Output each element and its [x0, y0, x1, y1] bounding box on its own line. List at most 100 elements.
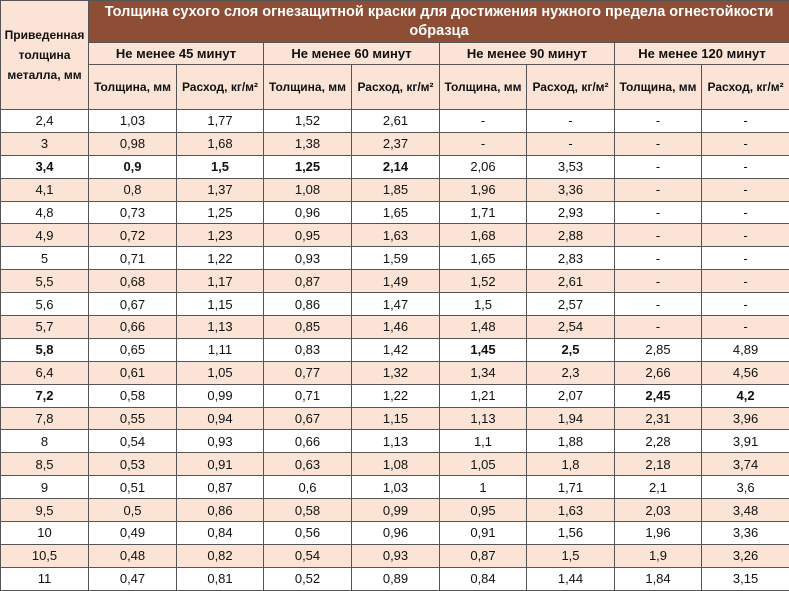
table-cell: 0,54	[264, 544, 352, 567]
row-metal-thickness-cell: 5,6	[1, 293, 89, 316]
table-cell: -	[615, 201, 702, 224]
table-cell: 0,84	[177, 522, 264, 545]
group-header-90: Не менее 90 минут	[440, 43, 615, 65]
table-cell: 1,25	[177, 201, 264, 224]
table-cell: 0,6	[264, 476, 352, 499]
row-metal-thickness-cell: 5,5	[1, 270, 89, 293]
table-cell: 0,93	[352, 544, 440, 567]
table-cell: 2,31	[615, 407, 702, 430]
table-cell: 0,48	[89, 544, 177, 567]
subheader-thickness: Толщина, мм	[440, 65, 527, 110]
table-cell: 1,5	[527, 544, 615, 567]
table-cell: 0,83	[264, 338, 352, 361]
table-cell: 1,84	[615, 567, 702, 590]
table-cell: 1,22	[352, 384, 440, 407]
table-cell: 1,11	[177, 338, 264, 361]
table-cell: 0,55	[89, 407, 177, 430]
row-metal-thickness-cell: 10	[1, 522, 89, 545]
table-cell: 2,03	[615, 499, 702, 522]
row-metal-thickness-cell: 8	[1, 430, 89, 453]
row-metal-thickness-cell: 6,4	[1, 361, 89, 384]
row-metal-thickness-cell: 4,8	[1, 201, 89, 224]
table-cell: -	[702, 155, 789, 178]
table-cell: 0,53	[89, 453, 177, 476]
table-cell: 0,99	[177, 384, 264, 407]
table-cell: 0,77	[264, 361, 352, 384]
table-cell: 1,94	[527, 407, 615, 430]
table-cell: 0,91	[440, 522, 527, 545]
table-cell: 3,96	[702, 407, 789, 430]
table-cell: 0,87	[264, 270, 352, 293]
table-cell: 1,42	[352, 338, 440, 361]
table-cell: 3,15	[702, 567, 789, 590]
table-cell: 2,14	[352, 155, 440, 178]
table-cell: 0,8	[89, 178, 177, 201]
table-cell: 1,13	[177, 316, 264, 339]
table-cell: 1,63	[527, 499, 615, 522]
table-cell: 4,2	[702, 384, 789, 407]
table-cell: 4,56	[702, 361, 789, 384]
table-cell: 1,08	[264, 178, 352, 201]
table-cell: 0,71	[89, 247, 177, 270]
table-cell: 0,56	[264, 522, 352, 545]
table-cell: 2,37	[352, 132, 440, 155]
table-cell: 2,61	[352, 110, 440, 133]
table-cell: 1,37	[177, 178, 264, 201]
table-cell: 3,26	[702, 544, 789, 567]
row-metal-thickness-cell: 4,1	[1, 178, 89, 201]
table-cell: 2,5	[527, 338, 615, 361]
table-cell: 1,71	[440, 201, 527, 224]
row-metal-thickness-cell: 8,5	[1, 453, 89, 476]
table-cell: -	[702, 132, 789, 155]
table-cell: 2,61	[527, 270, 615, 293]
table-cell: -	[440, 110, 527, 133]
table-cell: 1,9	[615, 544, 702, 567]
table-cell: 0,84	[440, 567, 527, 590]
table-cell: 0,95	[264, 224, 352, 247]
table-cell: -	[702, 201, 789, 224]
table-cell: 1,38	[264, 132, 352, 155]
table-cell: 1,56	[527, 522, 615, 545]
table-cell: 1,8	[527, 453, 615, 476]
table-cell: -	[702, 224, 789, 247]
table-cell: 0,66	[264, 430, 352, 453]
table-cell: 0,67	[89, 293, 177, 316]
table-cell: -	[615, 132, 702, 155]
table-cell: -	[702, 178, 789, 201]
table-cell: 1,15	[352, 407, 440, 430]
table-cell: 2,07	[527, 384, 615, 407]
subheader-thickness: Толщина, мм	[264, 65, 352, 110]
table-cell: -	[702, 110, 789, 133]
table-cell: 2,85	[615, 338, 702, 361]
table-cell: 0,85	[264, 316, 352, 339]
table-cell: -	[527, 110, 615, 133]
table-cell: 1,23	[177, 224, 264, 247]
table-cell: 2,88	[527, 224, 615, 247]
row-metal-thickness-cell: 9	[1, 476, 89, 499]
table-cell: 0,68	[89, 270, 177, 293]
table-cell: -	[615, 293, 702, 316]
table-cell: 3,36	[527, 178, 615, 201]
table-cell: 2,57	[527, 293, 615, 316]
group-header-60: Не менее 60 минут	[264, 43, 440, 65]
table-cell: 0,58	[264, 499, 352, 522]
table-cell: 1,44	[527, 567, 615, 590]
subheader-thickness: Толщина, мм	[615, 65, 702, 110]
table-cell: 3,6	[702, 476, 789, 499]
table-cell: -	[615, 155, 702, 178]
table-cell: 0,67	[264, 407, 352, 430]
table-cell: -	[440, 132, 527, 155]
corner-header-label: Приведенная толщина металла, мм	[1, 1, 89, 110]
table-cell: 1,5	[177, 155, 264, 178]
table-cell: 1,65	[440, 247, 527, 270]
table-cell: 1,22	[177, 247, 264, 270]
table-cell: 0,47	[89, 567, 177, 590]
table-cell: 1,03	[89, 110, 177, 133]
